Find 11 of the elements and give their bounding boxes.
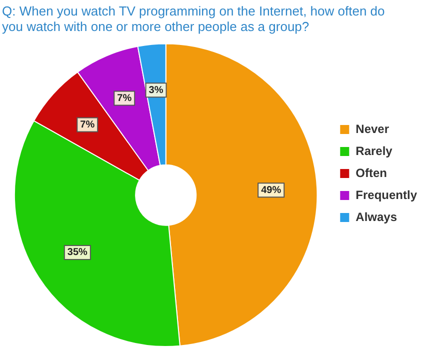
data-label: 7% (117, 92, 132, 104)
data-label: 3% (148, 84, 164, 96)
data-label: 49% (261, 184, 282, 196)
legend-label: Often (356, 166, 387, 180)
data-label: 35% (67, 247, 88, 258)
legend-label: Never (356, 122, 390, 136)
legend-label: Rarely (356, 144, 393, 158)
legend-label: Frequently (356, 188, 418, 202)
legend-label: Always (356, 210, 398, 224)
data-label: 7% (80, 120, 95, 131)
chart-title: Q: When you watch TV programming on the Internet, how often do you watch with one or more other people as a group? (2, 3, 385, 34)
